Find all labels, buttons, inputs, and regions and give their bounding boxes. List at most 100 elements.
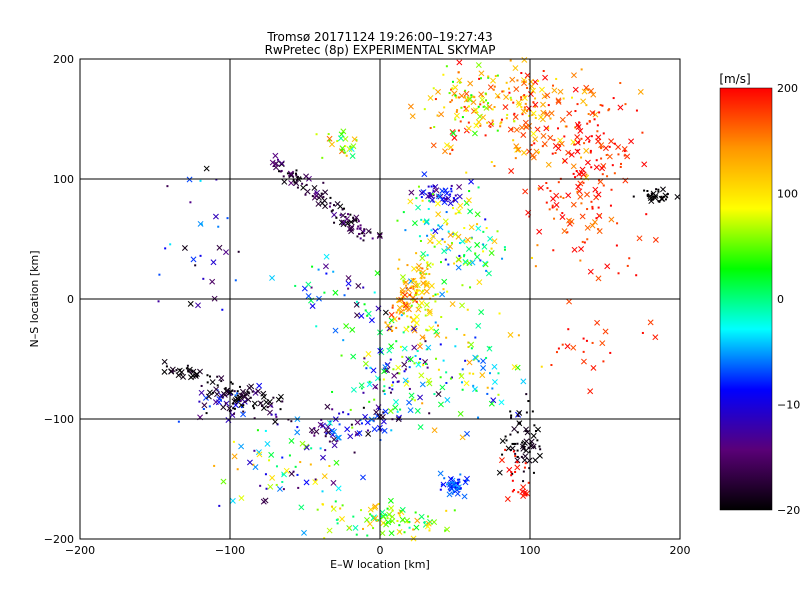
data-point bbox=[417, 343, 423, 350]
data-point bbox=[341, 504, 344, 507]
data-point bbox=[523, 426, 530, 433]
data-point bbox=[462, 479, 469, 486]
data-point bbox=[198, 389, 205, 396]
data-point bbox=[367, 506, 374, 513]
data-point bbox=[476, 279, 483, 286]
data-point bbox=[166, 185, 169, 188]
data-point bbox=[562, 197, 565, 200]
data-point bbox=[586, 122, 589, 125]
data-point bbox=[343, 294, 346, 297]
data-point bbox=[296, 186, 299, 189]
data-point bbox=[469, 286, 472, 289]
data-point bbox=[231, 398, 238, 405]
data-point bbox=[242, 404, 245, 407]
data-point bbox=[413, 362, 416, 365]
data-point bbox=[514, 464, 521, 471]
data-point bbox=[591, 207, 594, 210]
data-point bbox=[567, 328, 570, 331]
data-point bbox=[279, 170, 282, 173]
data-point bbox=[436, 239, 442, 246]
data-point bbox=[455, 110, 458, 113]
data-point bbox=[550, 364, 553, 367]
data-point bbox=[509, 410, 512, 413]
data-point bbox=[199, 254, 202, 257]
data-point bbox=[221, 391, 228, 398]
data-point bbox=[527, 481, 530, 484]
data-point bbox=[186, 364, 189, 367]
data-point bbox=[260, 498, 267, 505]
data-point bbox=[530, 144, 533, 147]
data-point bbox=[349, 408, 352, 411]
data-point bbox=[400, 274, 406, 281]
data-point bbox=[472, 354, 479, 361]
data-point bbox=[200, 384, 203, 387]
data-point bbox=[268, 459, 271, 462]
data-point bbox=[589, 222, 596, 229]
data-point bbox=[418, 235, 421, 238]
data-point bbox=[360, 474, 366, 481]
data-point bbox=[441, 238, 444, 241]
data-point bbox=[643, 189, 646, 192]
data-point bbox=[523, 447, 530, 454]
data-point bbox=[420, 296, 423, 299]
data-point bbox=[256, 429, 259, 432]
data-point bbox=[305, 183, 308, 186]
data-point bbox=[580, 202, 583, 205]
data-point bbox=[447, 200, 454, 207]
data-point bbox=[424, 340, 427, 343]
data-point bbox=[615, 144, 622, 150]
data-point bbox=[417, 424, 424, 431]
data-point bbox=[481, 95, 484, 98]
data-point bbox=[205, 393, 212, 400]
data-point bbox=[322, 195, 325, 198]
data-point bbox=[387, 497, 394, 504]
data-point bbox=[431, 519, 438, 526]
data-point bbox=[541, 145, 544, 148]
data-point bbox=[252, 405, 255, 408]
data-point bbox=[570, 344, 577, 351]
data-point bbox=[311, 265, 314, 268]
data-point bbox=[465, 197, 472, 204]
data-point bbox=[413, 399, 416, 402]
data-point bbox=[474, 241, 481, 248]
data-point bbox=[296, 426, 299, 429]
data-point bbox=[536, 439, 539, 442]
data-point bbox=[613, 142, 616, 145]
data-point bbox=[331, 436, 338, 443]
data-point bbox=[523, 108, 526, 111]
data-point bbox=[364, 419, 371, 426]
data-point bbox=[490, 247, 493, 250]
data-point bbox=[508, 91, 511, 94]
data-point bbox=[576, 188, 583, 195]
data-point bbox=[175, 369, 178, 372]
data-point bbox=[470, 94, 473, 97]
data-point bbox=[347, 433, 354, 440]
data-point bbox=[654, 195, 657, 198]
data-point bbox=[457, 129, 460, 132]
data-point bbox=[459, 373, 462, 376]
data-point bbox=[366, 520, 373, 527]
data-point bbox=[398, 311, 401, 314]
data-point bbox=[460, 381, 463, 384]
data-point bbox=[401, 355, 404, 358]
data-point bbox=[264, 473, 267, 476]
data-point bbox=[380, 520, 387, 526]
data-point bbox=[478, 91, 485, 98]
data-point bbox=[319, 447, 322, 450]
data-point bbox=[333, 204, 336, 207]
data-point bbox=[514, 470, 517, 473]
data-point bbox=[467, 105, 470, 108]
data-point bbox=[433, 125, 436, 128]
data-point bbox=[398, 308, 405, 315]
data-point bbox=[486, 345, 493, 352]
data-point bbox=[348, 225, 355, 232]
data-point bbox=[590, 200, 593, 203]
data-point bbox=[372, 503, 379, 510]
data-point bbox=[406, 399, 413, 406]
data-point bbox=[468, 341, 475, 348]
data-point bbox=[281, 480, 284, 483]
data-point bbox=[426, 310, 433, 317]
data-point bbox=[450, 485, 453, 488]
data-point bbox=[460, 106, 463, 109]
data-point bbox=[310, 286, 313, 289]
